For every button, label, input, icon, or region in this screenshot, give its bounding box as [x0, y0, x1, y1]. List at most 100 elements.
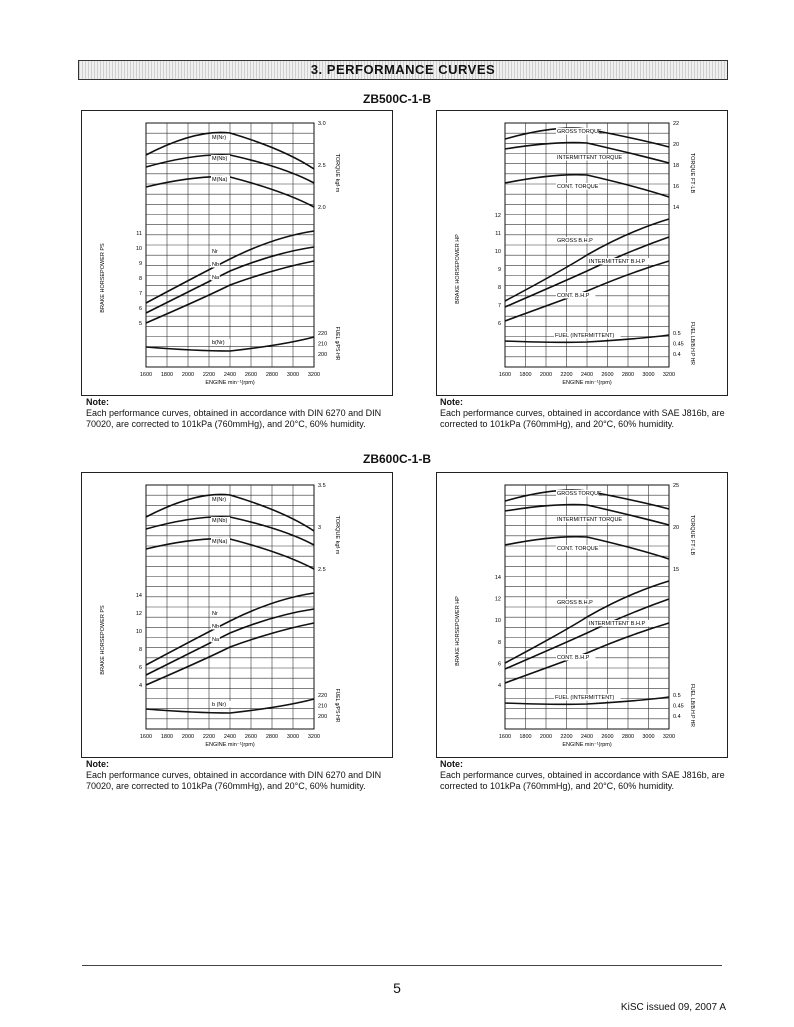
issued-label: KiSC issued 09, 2007 A [620, 1002, 726, 1013]
y-axis-label-hp: BRAKE HORSEPOWER PS [100, 243, 106, 313]
x-tick-label: 3000 [642, 372, 654, 378]
x-tick-label: 2800 [266, 372, 278, 378]
hp-tick-label: 5 [139, 321, 142, 327]
torque-tick-label: 3.0 [318, 121, 326, 127]
x-tick-label: 2000 [540, 372, 552, 378]
hp-tick-label: 7 [498, 303, 501, 309]
fuel-tick-label: 0.4 [673, 352, 681, 358]
din-chart-svg: 1600 1800 2000 2200 2400 2600 2800 3000 3200ENGI… [100, 483, 340, 748]
fuel-tick-label: 210 [318, 704, 327, 710]
curve-6 [504, 696, 670, 706]
curve-label: Nr [212, 249, 218, 255]
curve-3 [145, 230, 315, 304]
page-number: 5 [393, 980, 401, 996]
curve-label: Nb [212, 262, 219, 268]
curve-label-bg [588, 258, 652, 265]
curve-label: M(Na) [212, 177, 227, 183]
din-chart-zb600: 1600 1800 2000 2200 2400 2600 2800 3000 3200 ENGI… [81, 472, 393, 758]
curve-label-bg [211, 517, 230, 524]
hp-tick-label: 4 [498, 683, 501, 689]
y-axis-label-hp: BRAKE HORSEPOWER PS [100, 605, 106, 675]
curve-label-bg [556, 599, 596, 606]
torque-tick-label: 2.0 [318, 205, 326, 211]
curve-label: CONT. B.H.P [557, 293, 590, 299]
din-chart-zb500: 1600 1800 2000 2200 2400 2600 2800 3000 3200 ENGI… [81, 110, 393, 396]
hp-tick-label: 11 [495, 231, 501, 237]
hp-tick-label: 12 [495, 213, 501, 219]
hp-tick-label: 8 [139, 647, 142, 653]
curve-label-bg [211, 623, 220, 630]
sae-chart-svg: 1600 1800 2000 2200 2400 2600 2800 3000 3200 ENGI… [455, 121, 695, 386]
note-sae-zb500: Note: Each performance curves, obtained … [440, 397, 740, 430]
note-din-zb500: Note: Each performance curves, obtained … [86, 397, 386, 430]
torque-tick-label: 14 [673, 205, 679, 211]
x-axis-label: ENGINE min⁻¹(rpm) [562, 742, 612, 748]
curve-1 [504, 141, 670, 164]
hp-tick-label: 6 [139, 665, 142, 671]
curve-label: M(Nb) [212, 518, 227, 524]
curve-label: GROSS TORQUE [557, 491, 602, 497]
y-axis-label-torque: TORQUE FT·LB [689, 153, 695, 194]
curve-label: CONT. TORQUE [557, 184, 599, 190]
hp-tick-label: 6 [498, 321, 501, 327]
x-tick-label: 2600 [245, 372, 257, 378]
note-sae-zb600: Note: Each performance curves, obtained … [440, 759, 740, 792]
hp-tick-label: 9 [498, 267, 501, 273]
x-tick-label: 2400 [224, 734, 236, 740]
curve-5 [504, 260, 670, 322]
x-tick-label: 1800 [519, 372, 531, 378]
hp-tick-label: 12 [495, 597, 501, 603]
fuel-tick-label: 0.5 [673, 331, 681, 337]
y-axis-label-torque: TORQUE FT·LB [689, 515, 695, 556]
curve-label: GROSS B.H.P [557, 600, 593, 606]
curve-0 [145, 493, 315, 532]
fuel-tick-label: 220 [318, 331, 327, 337]
torque-tick-label: 2.5 [318, 567, 326, 573]
hp-tick-label: 10 [136, 629, 142, 635]
note-label: Note: [440, 759, 463, 769]
x-tick-label: 1800 [519, 734, 531, 740]
curve-label-bg [556, 154, 623, 161]
curve-4 [145, 608, 315, 676]
curve-label: INTERMITTENT B.H.P [589, 621, 645, 627]
fuel-tick-label: 200 [318, 714, 327, 720]
x-tick-label: 2200 [203, 372, 215, 378]
x-tick-label: 2600 [601, 372, 613, 378]
hp-tick-label: 4 [139, 683, 142, 689]
hp-tick-label: 14 [495, 575, 501, 581]
x-tick-label: 2800 [622, 372, 634, 378]
curve-5 [145, 622, 315, 686]
x-tick-label: 3200 [308, 372, 320, 378]
hp-tick-label: 9 [139, 261, 142, 267]
curve-label: M(Nr) [212, 135, 226, 141]
curve-label: b (Nr) [212, 702, 226, 708]
curve-label-bg [556, 654, 596, 661]
x-tick-label: 1600 [499, 734, 511, 740]
curve-label-bg [556, 183, 599, 190]
curve-label: Nr [212, 611, 218, 617]
torque-tick-label: 3.5 [318, 483, 326, 489]
curve-label: M(Nb) [212, 156, 227, 162]
curve-2 [504, 173, 670, 198]
model-title-zb500: ZB500C-1-B [362, 92, 431, 106]
curve-label-bg [211, 701, 234, 708]
curve-label: b(Nr) [212, 340, 225, 346]
x-tick-label: 2000 [182, 372, 194, 378]
x-axis-label: ENGINE min⁻¹(rpm) [205, 380, 255, 386]
torque-tick-label: 18 [673, 163, 679, 169]
torque-tick-label: 16 [673, 184, 679, 190]
curve-2 [504, 535, 670, 560]
curve-label-bg [211, 176, 230, 183]
hp-tick-label: 6 [498, 661, 501, 667]
x-tick-label: 3000 [642, 734, 654, 740]
x-axis-label: ENGINE min⁻¹(rpm) [562, 380, 612, 386]
x-tick-label: 2200 [560, 372, 572, 378]
x-tick-label: 1800 [161, 734, 173, 740]
sae-chart-svg: 1600 1800 2000 2200 2400 2600 2800 3000 3200 ENGI… [455, 483, 695, 748]
curve-label: M(Nr) [212, 497, 226, 503]
x-tick-label: 1600 [140, 734, 152, 740]
y-axis-label-fuel: FUEL LB/B.H.P HR [689, 322, 695, 365]
curve-label-bg [556, 237, 596, 244]
curve-label-bg [211, 248, 220, 255]
curve-label: CONT. TORQUE [557, 546, 599, 552]
